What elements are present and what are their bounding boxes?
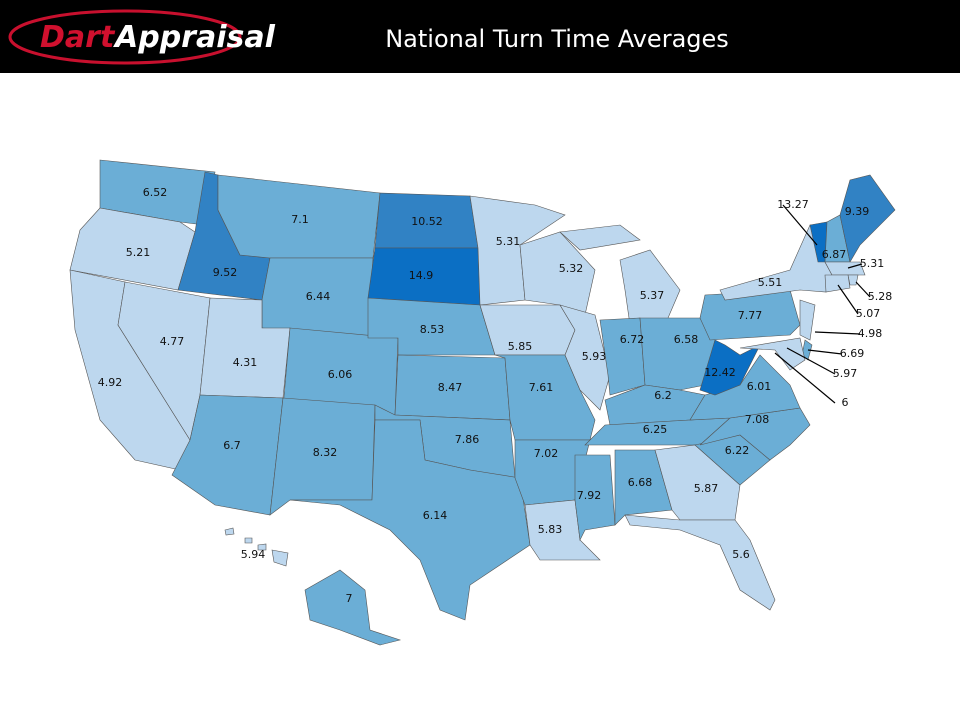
- state-shape: [824, 274, 851, 293]
- state-value: 5.85: [508, 340, 533, 353]
- state-value: 5.51: [758, 276, 783, 289]
- state-value: 8.32: [313, 446, 338, 459]
- state-value: 4.77: [160, 335, 185, 348]
- leader-arrow: [837, 284, 859, 315]
- state-value: 5.31: [860, 257, 885, 270]
- state-value: 9.39: [845, 205, 870, 218]
- state-value: 6.14: [423, 509, 448, 522]
- logo-part-2: Appraisal: [113, 20, 276, 55]
- state-shape: [574, 454, 616, 542]
- state-value: 5.93: [582, 350, 607, 363]
- leader-arrow: [814, 331, 861, 335]
- state-value: 10.52: [411, 215, 443, 228]
- state-value: 5.87: [694, 482, 719, 495]
- state-value: 5.83: [538, 523, 563, 536]
- state-value: 6.52: [143, 186, 168, 199]
- state-value: 5.97: [833, 367, 858, 380]
- state-shape: [624, 514, 776, 611]
- leader-arrow: [847, 263, 863, 269]
- leader-arrow: [782, 204, 818, 246]
- state-value: 5.07: [856, 307, 881, 320]
- state-shape: [257, 543, 267, 551]
- state-value: 6: [842, 396, 849, 409]
- state-value: 7.92: [577, 489, 602, 502]
- state-value: 6.87: [822, 248, 847, 261]
- state-value: 6.01: [747, 380, 772, 393]
- state-value: 7: [346, 592, 353, 605]
- state-value: 6.7: [223, 439, 241, 452]
- state-value: 5.6: [732, 548, 750, 561]
- state-shape: [799, 299, 816, 341]
- state-shape: [739, 337, 806, 371]
- state-value: 7.61: [529, 381, 554, 394]
- leader-arrow: [774, 352, 836, 404]
- state-value: 8.47: [438, 381, 463, 394]
- state-value: 5.94: [241, 548, 266, 561]
- state-shape: [244, 537, 253, 544]
- state-shape: [99, 159, 216, 226]
- state-value: 4.98: [858, 327, 883, 340]
- state-value: 6.58: [674, 333, 699, 346]
- state-value: 6.25: [643, 423, 668, 436]
- state-value: 4.31: [233, 356, 258, 369]
- state-value: 12.42: [704, 366, 736, 379]
- state-shape: [271, 549, 289, 567]
- logo-part-1: Dart: [40, 20, 116, 55]
- state-value: 8.53: [420, 323, 445, 336]
- state-shape: [699, 339, 761, 396]
- state-value: 7.86: [455, 433, 480, 446]
- state-value: 6.2: [654, 389, 672, 402]
- state-shape: [839, 174, 896, 263]
- state-value: 7.02: [534, 447, 559, 460]
- state-shape: [847, 274, 859, 286]
- state-value: 13.27: [777, 198, 809, 211]
- leader-arrow: [855, 281, 871, 298]
- us-map: 6.52 5.21 4.92 4.77 9.52 7.1 6.44 4.31 6.06 6.7 8.…: [69, 159, 896, 646]
- state-value: 6.22: [725, 444, 750, 457]
- state-value: 6.72: [620, 333, 645, 346]
- state-value: 6.68: [628, 476, 653, 489]
- state-shape: [289, 419, 531, 621]
- state-value: 9.52: [213, 266, 238, 279]
- state-shape: [304, 569, 402, 646]
- state-value: 7.77: [738, 309, 763, 322]
- state-shape: [619, 249, 681, 326]
- state-shape: [599, 317, 646, 396]
- title: National Turn Time Averages: [385, 25, 729, 53]
- state-value: 6.44: [306, 290, 331, 303]
- state-value: 5.37: [640, 289, 665, 302]
- state-value: 6.69: [840, 347, 865, 360]
- state-value: 14.9: [409, 269, 434, 282]
- logo-swoosh: [8, 9, 242, 65]
- leader-arrow: [786, 347, 836, 375]
- state-value: 5.21: [126, 246, 151, 259]
- state-value: 4.92: [98, 376, 123, 389]
- state-shape: [559, 224, 641, 251]
- state-shape: [559, 304, 611, 411]
- state-value: 7.08: [745, 413, 770, 426]
- state-shape: [824, 261, 866, 276]
- state-value: 5.32: [559, 262, 584, 275]
- state-shape: [224, 527, 235, 536]
- state-value: 6.06: [328, 368, 353, 381]
- state-value: 7.1: [291, 213, 309, 226]
- leader-arrow: [807, 349, 843, 355]
- state-value: 5.31: [496, 235, 521, 248]
- state-value: 5.28: [868, 290, 893, 303]
- state-shape: [614, 449, 673, 526]
